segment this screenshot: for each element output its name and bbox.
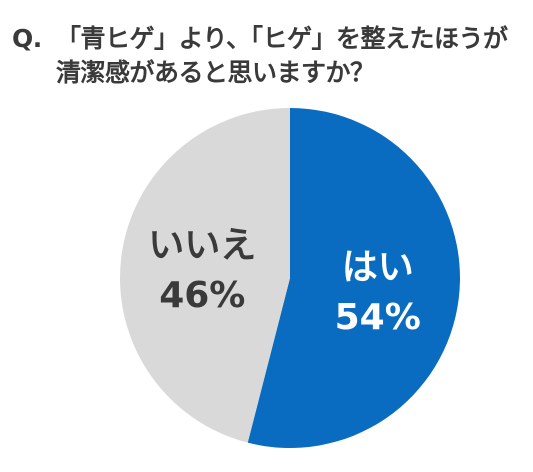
slice-yes-label: はい — [342, 247, 414, 288]
slice-yes-value: 54% — [335, 297, 421, 338]
question-title: Q. 「青ヒゲ」より、「ヒゲ」を整えたほうが 清潔感があると思いますか？ — [12, 22, 527, 90]
question-text-2: 清潔感があると思いますか？ — [56, 58, 375, 87]
slice-yes — [247, 108, 460, 448]
question-text-1: 「青ヒゲ」より、「ヒゲ」を整えたほうが — [56, 24, 508, 53]
slice-no — [119, 108, 290, 443]
slice-no-value: 46% — [159, 275, 245, 316]
slice-no-label: いいえ — [148, 225, 256, 266]
question-line-1: Q. 「青ヒゲ」より、「ヒゲ」を整えたほうが — [12, 22, 527, 56]
question-prefix: Q. — [12, 24, 42, 53]
